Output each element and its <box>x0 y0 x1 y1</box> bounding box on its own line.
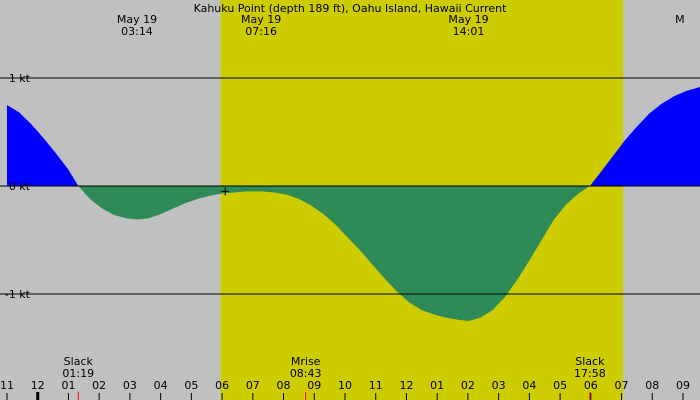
x-tick-label: 09 <box>676 379 690 392</box>
x-tick-label: 12 <box>31 379 45 392</box>
labels-layer: 1 kt 0 kt -1 kt 11 12 01 02 03 04 05 06 07 08 09 10 11 1… <box>0 13 690 392</box>
event-date: May 19 <box>117 13 157 26</box>
bottom-event-label: Slack <box>64 355 94 368</box>
bottom-event-time: 17:58 <box>574 367 606 380</box>
x-tick-label: 12 <box>399 379 413 392</box>
gridlines <box>0 77 700 400</box>
bottom-event-time: 01:19 <box>62 367 94 380</box>
x-tick-label: 02 <box>461 379 475 392</box>
x-tick-label: 08 <box>645 379 659 392</box>
event-date: May 19 <box>241 13 281 26</box>
event-date: May 19 <box>448 13 488 26</box>
event-time: 07:16 <box>245 25 277 38</box>
chart-title: Kahuku Point (depth 189 ft), Oahu Island… <box>194 2 508 15</box>
x-tick-label: 06 <box>215 379 229 392</box>
current-area-layer <box>7 87 700 321</box>
x-tick-label: 04 <box>522 379 536 392</box>
event-time: 03:14 <box>121 25 153 38</box>
y-tick-label: -1 kt <box>5 288 31 301</box>
x-tick-label: 11 <box>0 379 14 392</box>
bottom-event-label: Slack <box>575 355 605 368</box>
x-tick-label: 05 <box>553 379 567 392</box>
x-tick-label: 08 <box>277 379 291 392</box>
x-tick-label: 01 <box>430 379 444 392</box>
ebb-area <box>7 186 700 321</box>
x-tick-label: 05 <box>184 379 198 392</box>
y-tick-label: 0 kt <box>9 180 31 193</box>
x-tick-label: 07 <box>246 379 260 392</box>
event-time: 14:01 <box>453 25 485 38</box>
x-tick-label: 02 <box>92 379 106 392</box>
x-tick-label: 03 <box>492 379 506 392</box>
bottom-event-time: 08:43 <box>290 367 322 380</box>
x-tick-label: 03 <box>123 379 137 392</box>
x-tick-label: 11 <box>369 379 383 392</box>
event-date: M <box>675 13 685 26</box>
x-tick-label: 04 <box>154 379 168 392</box>
x-tick-label: 01 <box>61 379 75 392</box>
x-tick-label: 07 <box>615 379 629 392</box>
x-tick-label: 10 <box>338 379 352 392</box>
x-tick-label: 06 <box>584 379 598 392</box>
flood-area <box>7 87 700 186</box>
bottom-event-label: Mrise <box>291 355 321 368</box>
y-tick-label: 1 kt <box>9 72 31 85</box>
x-tick-label: 09 <box>307 379 321 392</box>
